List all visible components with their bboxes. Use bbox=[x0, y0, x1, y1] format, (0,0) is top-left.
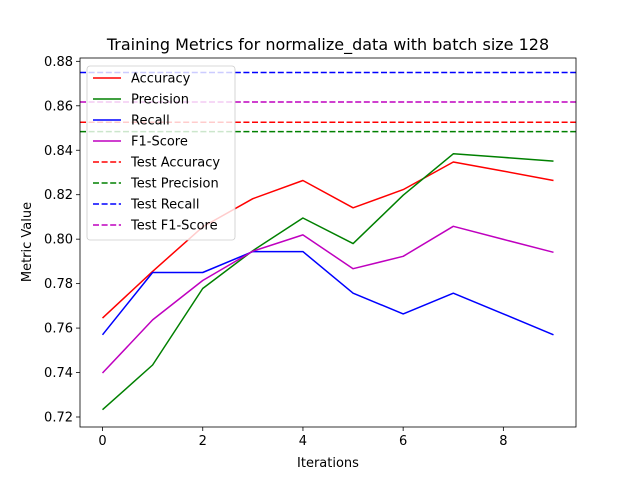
chart-title: Training Metrics for normalize_data with… bbox=[106, 35, 549, 55]
y-tick-label: 0.74 bbox=[44, 366, 73, 381]
legend-entry-precision: Precision bbox=[131, 93, 189, 108]
legend-entry-test-accuracy: Test Accuracy bbox=[130, 156, 220, 171]
y-tick-label: 0.84 bbox=[44, 144, 73, 159]
legend-box bbox=[86, 65, 236, 241]
series-line-f1-score bbox=[101, 225, 554, 374]
legend-entry-f1-score: F1-Score bbox=[131, 135, 188, 150]
x-tick-label: 2 bbox=[199, 434, 207, 449]
x-tick-label: 6 bbox=[399, 434, 407, 449]
y-tick-label: 0.80 bbox=[44, 233, 73, 248]
y-tick-label: 0.82 bbox=[44, 188, 73, 203]
legend-entry-accuracy: Accuracy bbox=[131, 72, 191, 87]
legend-entry-test-f1-score: Test F1-Score bbox=[130, 219, 218, 234]
y-tick-label: 0.88 bbox=[44, 55, 73, 70]
y-tick-label: 0.78 bbox=[44, 277, 73, 292]
y-tick-label: 0.72 bbox=[44, 410, 73, 425]
axes: 0 2 4 6 8 0.72 0.74 0.76 0.78 0.80 0.82 0.84 0.86 0.8… bbox=[44, 55, 577, 449]
series-line-accuracy bbox=[101, 161, 554, 319]
series-line-precision bbox=[102, 153, 554, 411]
axes-frame bbox=[79, 57, 577, 428]
x-tick-label: 4 bbox=[299, 434, 307, 449]
y-axis-label: Metric Value bbox=[20, 202, 35, 282]
series-line-recall bbox=[101, 250, 554, 336]
legend-entry-test-precision: Test Precision bbox=[130, 177, 219, 192]
y-tick-label: 0.76 bbox=[44, 322, 73, 337]
x-tick-label: 8 bbox=[499, 434, 507, 449]
x-tick-label: 0 bbox=[98, 434, 106, 449]
legend-entry-recall: Recall bbox=[131, 114, 170, 129]
legend-entry-test-recall: Test Recall bbox=[130, 198, 200, 213]
legend: Accuracy Precision Recall F1-Score Test Accu… bbox=[86, 65, 236, 241]
x-axis-label: Iterations bbox=[297, 456, 359, 471]
y-tick-label: 0.86 bbox=[44, 99, 73, 114]
